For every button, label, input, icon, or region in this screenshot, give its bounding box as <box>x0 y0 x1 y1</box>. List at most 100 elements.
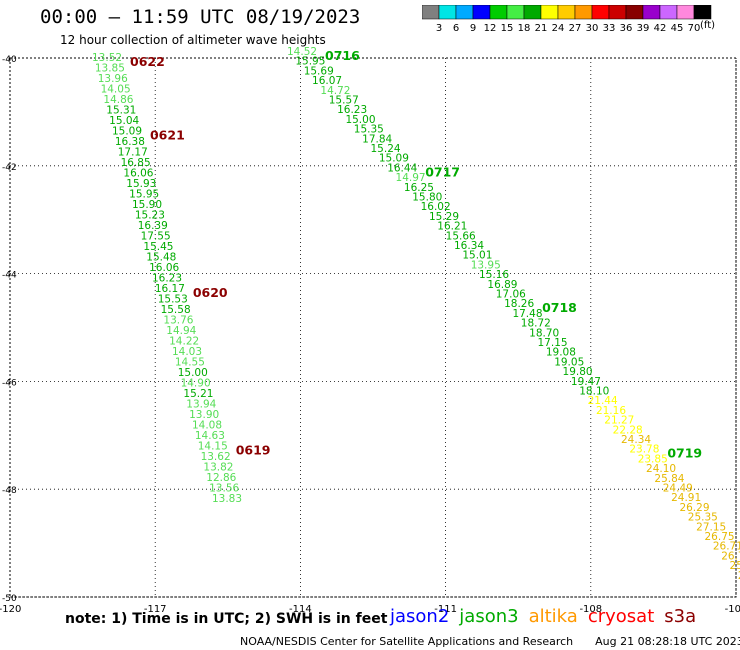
swh-value-label: 15.29 <box>429 211 459 223</box>
swh-value-label: 15.24 <box>371 143 401 155</box>
pass-time-label: 0620 <box>193 285 228 300</box>
swh-value-label: 16.23 <box>152 273 182 285</box>
swh-value-label: 17.17 <box>118 147 148 159</box>
track-east: 14.5215.9515.6916.0714.7215.5716.2315.00… <box>287 46 740 582</box>
graticule: -120 -117 -114 -111 -108 -105 -40 -42 -44 -46 -48 -… <box>0 55 740 615</box>
lat-tick-label: -48 <box>2 486 17 496</box>
swh-value-label: 16.21 <box>437 221 467 233</box>
swh-value-label: 14.55 <box>175 357 205 369</box>
legend-tick: 36 <box>620 23 633 34</box>
swh-value-label: 13.62 <box>201 451 231 463</box>
swh-value-label: 13.83 <box>212 493 242 505</box>
swh-value-label: 15.00 <box>345 114 375 126</box>
swh-value-label: 14.03 <box>172 346 202 358</box>
swh-value-label: 16.89 <box>487 279 517 291</box>
swh-value-label: 16.39 <box>138 220 168 232</box>
legend-tick: 24 <box>552 23 565 34</box>
legend-tick: 39 <box>637 23 650 34</box>
swh-value-label: 15.90 <box>132 199 162 211</box>
swh-value-label: 16.23 <box>337 104 367 116</box>
legend-tick: 21 <box>535 23 548 34</box>
swh-value-label: 13.85 <box>95 63 125 75</box>
swh-value-label: 15.21 <box>183 388 213 400</box>
pass-time-label: 0619 <box>236 443 271 458</box>
swh-value-label: 19.05 <box>554 356 584 368</box>
page-title: 00:00 – 11:59 UTC 08/19/2023 <box>40 6 361 28</box>
swh-value-label: 16.07 <box>312 75 342 87</box>
swh-value-label: 15.16 <box>479 269 509 281</box>
swh-value-label: 13.90 <box>189 409 219 421</box>
swh-value-label: 15.01 <box>462 250 492 262</box>
swh-value-label: 15.95 <box>295 56 325 68</box>
swh-value-label: 19.47 <box>571 376 601 388</box>
pass-time-label: 0622 <box>130 54 165 69</box>
swh-value-label: 27.47 <box>738 570 740 582</box>
swh-value-label: 15.35 <box>354 124 384 136</box>
lat-tick-label: -44 <box>2 271 17 281</box>
lon-tick-label: -114 <box>289 604 312 615</box>
swh-value-label: 14.86 <box>103 94 133 106</box>
swh-value-label: 13.95 <box>471 259 501 271</box>
credit-timestamp: Aug 21 08:28:18 UTC 2023 <box>595 635 740 648</box>
pass-time-label: 0717 <box>425 164 460 179</box>
swh-value-label: 27.15 <box>696 521 726 533</box>
lon-tick-label: -105 <box>725 604 740 615</box>
swh-value-label: 16.34 <box>454 240 484 252</box>
swh-value-label: 15.00 <box>178 367 208 379</box>
credit-org: NOAA/NESDIS Center for Satellite Applica… <box>240 635 574 648</box>
legend-tick: 18 <box>518 23 531 34</box>
swh-value-label: 15.93 <box>126 178 156 190</box>
swh-value-label: 15.45 <box>143 241 173 253</box>
swh-value-label: 25.39 <box>730 560 740 572</box>
swh-value-label: 15.58 <box>161 304 191 316</box>
swh-color-legend: 3 6 9 12 15 18 21 24 27 30 33 36 39 42 45 70 <box>422 5 712 34</box>
swh-value-label: 24.49 <box>663 483 693 495</box>
swh-value-label: 17.55 <box>141 231 171 243</box>
swh-value-label: 16.02 <box>421 201 451 213</box>
swh-value-label: 13.96 <box>98 73 128 85</box>
pass-time-label: 0716 <box>325 48 360 63</box>
legend-tick: 42 <box>654 23 667 34</box>
swh-value-label: 21.16 <box>596 405 626 417</box>
satellite-label-jason3: jason3 <box>459 606 519 627</box>
swh-value-label: 17.15 <box>538 337 568 349</box>
legend-tick: 12 <box>484 23 497 34</box>
legend-tick: 27 <box>569 23 582 34</box>
map-frame <box>9 57 737 598</box>
lat-tick-label: -50 <box>2 594 17 604</box>
swh-value-label: 16.06 <box>123 168 153 180</box>
lat-tick-label: -40 <box>2 55 17 65</box>
swh-value-label: 22.28 <box>613 424 643 436</box>
swh-value-label: 18.72 <box>521 318 551 330</box>
swh-value-label: 14.72 <box>320 85 350 97</box>
swh-value-label: 12.86 <box>206 472 236 484</box>
swh-value-label: 15.23 <box>135 210 165 222</box>
swh-value-label: 16.25 <box>404 182 434 194</box>
lat-tick-label: -46 <box>2 378 17 388</box>
swh-value-label: 14.90 <box>181 378 211 390</box>
swh-value-label: 13.82 <box>203 462 233 474</box>
swh-value-label: 24.91 <box>671 492 701 504</box>
swh-value-label: 16.17 <box>155 283 185 295</box>
swh-value-label: 15.53 <box>158 294 188 306</box>
swh-value-label: 16.38 <box>115 136 145 148</box>
pass-time-label: 0718 <box>542 300 577 315</box>
legend-swatch <box>693 5 712 20</box>
swh-value-label: 14.05 <box>101 84 131 96</box>
satellite-label-cryosat: cryosat <box>587 606 655 627</box>
swh-value-label: 14.22 <box>169 336 199 348</box>
swh-value-label: 13.94 <box>186 399 216 411</box>
lat-tick-label: -42 <box>2 163 17 173</box>
swh-value-label: 15.09 <box>112 126 142 138</box>
legend-tick: 70 <box>688 23 701 34</box>
swh-value-label: 21.27 <box>604 415 634 427</box>
swh-value-label: 18.10 <box>579 386 609 398</box>
footnote: note: 1) Time is in UTC; 2) SWH is in fe… <box>65 611 388 627</box>
swh-value-label: 15.66 <box>446 230 476 242</box>
swh-value-label: 21.44 <box>588 395 618 407</box>
swh-value-label: 15.80 <box>412 192 442 204</box>
satellite-label-jason2: jason2 <box>390 606 450 627</box>
swh-value-label: 14.63 <box>195 430 225 442</box>
